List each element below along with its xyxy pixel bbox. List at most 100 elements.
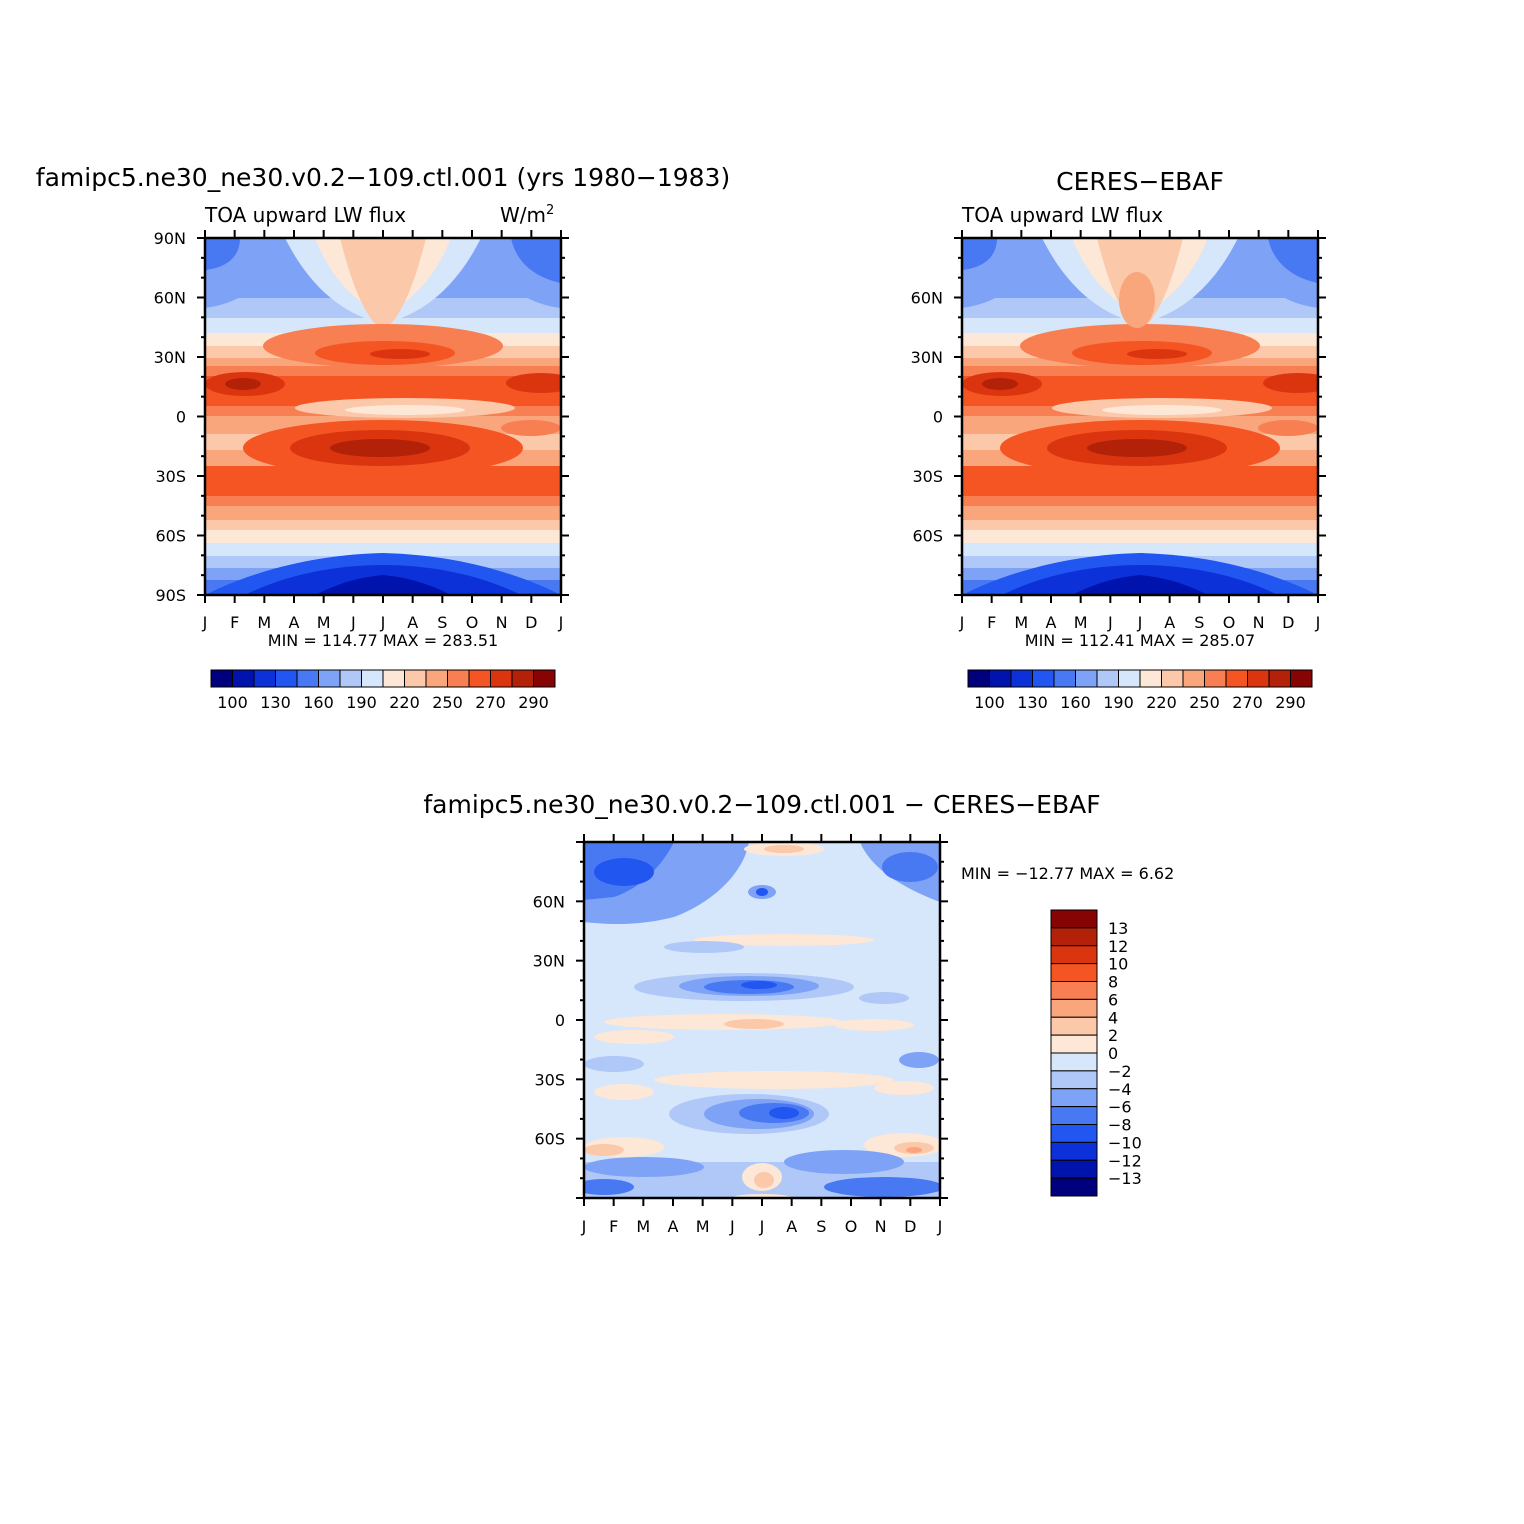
diff-tick-marks	[576, 834, 948, 1206]
colorbar-swatch	[1050, 1052, 1098, 1072]
y-tick-label: 60S	[534, 1130, 565, 1149]
colorbar-label: 2	[1108, 1026, 1118, 1045]
x-tick-label: N	[496, 613, 508, 632]
colorbar-label: 250	[1189, 693, 1220, 712]
x-tick-label: J	[558, 613, 564, 632]
y-tick-label: 60N	[911, 289, 943, 308]
x-tick-label: A	[1164, 613, 1175, 632]
winter-cap	[962, 238, 997, 270]
model-colorbar	[210, 669, 556, 688]
colorbar-swatch	[339, 669, 362, 688]
diff-sh-warm	[906, 1147, 922, 1153]
colorbar-swatch	[1139, 669, 1162, 688]
x-tick-label: F	[987, 613, 996, 632]
colorbar-swatch	[361, 669, 384, 688]
colorbar-swatch	[533, 669, 556, 688]
flux-band	[962, 496, 1318, 506]
diff-sp-warm	[754, 1172, 774, 1188]
model-colorbar-labels: 100 130 160 190 220 250 270 290	[217, 693, 549, 712]
colorbar-label: 270	[475, 693, 506, 712]
colorbar-swatch	[1225, 669, 1248, 688]
y-tick-label: 30S	[534, 1070, 565, 1089]
colorbar-swatch	[1161, 669, 1184, 688]
colorbar-swatch	[1050, 1034, 1098, 1054]
obs-colorbar	[967, 669, 1313, 688]
colorbar-label: 160	[1060, 693, 1091, 712]
model-title: famipc5.ne30_ne30.v0.2−109.ctl.001 (yrs …	[36, 163, 730, 192]
colorbar-label: 100	[217, 693, 248, 712]
colorbar-label: −6	[1108, 1098, 1132, 1117]
obs-title: CERES−EBAF	[1056, 167, 1224, 196]
itcz-min	[1102, 405, 1222, 415]
y-tick-label: 30N	[154, 348, 186, 367]
model-y-tick-labels: 90N 60N 30N 0 30S 60S 90S	[154, 229, 186, 605]
colorbar-swatch	[1050, 981, 1098, 1000]
colorbar-swatch	[382, 669, 405, 688]
colorbar-label: −4	[1108, 1080, 1132, 1099]
nh-summer-tongue	[1119, 272, 1155, 328]
y-tick-label: 30N	[911, 348, 943, 367]
y-tick-label: 90N	[154, 229, 186, 248]
winter-cap	[205, 238, 240, 270]
sh-east-lobe	[501, 420, 561, 436]
colorbar-swatch	[1050, 1159, 1098, 1179]
diff-min-max: MIN = −12.77 MAX = 6.62	[961, 864, 1174, 883]
colorbar-swatch	[1050, 1141, 1098, 1161]
y-tick-label: 30S	[912, 467, 943, 486]
colorbar-swatch	[967, 669, 990, 688]
x-tick-label: J	[202, 613, 208, 632]
x-tick-label: M	[696, 1217, 710, 1236]
flux-band	[205, 496, 561, 506]
model-variable-label: TOA upward LW flux	[204, 203, 406, 227]
x-tick-label: J	[729, 1217, 735, 1236]
colorbar-label: 290	[1275, 693, 1306, 712]
x-tick-label: J	[350, 613, 356, 632]
obs-contour-field	[962, 238, 1318, 595]
x-tick-label: M	[636, 1217, 650, 1236]
colorbar-swatch	[1290, 669, 1313, 688]
diff-blue	[584, 1056, 644, 1072]
flux-band	[962, 506, 1318, 520]
x-tick-label: A	[407, 613, 418, 632]
y-tick-label: 90S	[155, 586, 186, 605]
colorbar-label: 250	[432, 693, 463, 712]
winter-cap	[1268, 238, 1318, 283]
sh-polar-core	[1072, 575, 1208, 595]
winter-cap	[511, 238, 561, 283]
colorbar-label: 130	[1017, 693, 1048, 712]
flux-band	[205, 530, 561, 543]
x-tick-label: S	[1194, 613, 1204, 632]
colorbar-swatch	[1204, 669, 1227, 688]
colorbar-swatch	[1268, 669, 1291, 688]
colorbar-label: 12	[1108, 937, 1128, 956]
x-tick-label: N	[875, 1217, 887, 1236]
diff-sh-warm	[594, 1084, 654, 1100]
diff-colorbar	[1050, 909, 1098, 1197]
x-tick-label: O	[466, 613, 479, 632]
flux-band	[205, 520, 561, 530]
y-tick-label: 0	[933, 408, 943, 427]
diff-blue	[899, 1052, 939, 1068]
nh-summer-core	[370, 349, 430, 359]
colorbar-swatch	[296, 669, 319, 688]
x-tick-label: M	[1014, 613, 1028, 632]
x-tick-label: J	[1107, 613, 1113, 632]
model-panel: famipc5.ne30_ne30.v0.2−109.ctl.001 (yrs …	[36, 163, 730, 712]
nh-subtropical-core	[982, 378, 1018, 390]
diff-nh-subtrop-core	[741, 981, 777, 989]
flux-band	[205, 543, 561, 556]
x-tick-label: M	[317, 613, 331, 632]
x-tick-label: S	[437, 613, 447, 632]
colorbar-label: 270	[1232, 693, 1263, 712]
sh-subtropical-core	[1087, 439, 1187, 457]
colorbar-swatch	[253, 669, 276, 688]
x-tick-label: F	[609, 1217, 618, 1236]
colorbar-label: 100	[974, 693, 1005, 712]
colorbar-swatch	[490, 669, 513, 688]
model-min-max: MIN = 114.77 MAX = 283.51	[268, 631, 498, 650]
colorbar-swatch	[275, 669, 298, 688]
flux-band	[962, 530, 1318, 543]
diff-sp-blue-core	[824, 1177, 940, 1197]
